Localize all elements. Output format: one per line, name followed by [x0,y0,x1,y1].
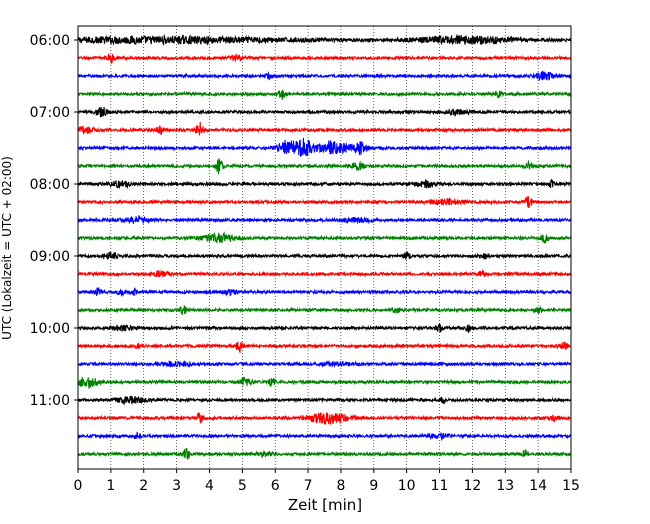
x-tick-label-6: 6 [271,478,280,494]
trace-1030 [77,359,572,369]
x-tick-label-8: 8 [336,478,345,494]
trace-0900 [77,250,572,261]
x-tick-label-12: 12 [463,478,481,494]
x-tick-label-10: 10 [398,478,416,494]
trace-0600 [77,33,572,47]
y-tick-label-08:00: 08:00 [30,177,70,193]
trace-0800 [77,179,572,190]
trace-0845 [77,231,572,245]
y-tick-label-09:00: 09:00 [30,249,70,265]
trace-0645 [77,89,572,101]
trace-1115 [77,411,572,425]
trace-1130 [77,431,572,442]
x-axis-label: Zeit [min] [288,496,362,514]
trace-1100 [77,394,572,406]
y-tick-label-10:00: 10:00 [30,321,70,337]
x-tick-label-9: 9 [369,478,378,494]
trace-0930 [77,286,572,298]
y-axis-label: UTC (Lokalzeit = UTC + 02:00) [0,156,14,340]
x-tick-label-0: 0 [74,478,83,494]
x-tick-label-7: 7 [304,478,313,494]
trace-0700 [77,107,572,118]
trace-0615 [77,53,572,65]
trace-0730 [77,137,572,157]
trace-1000 [77,323,572,334]
x-tick-label-5: 5 [238,478,247,494]
x-tick-label-11: 11 [431,478,449,494]
x-tick-label-1: 1 [106,478,115,494]
trace-0915 [77,269,572,278]
y-tick-label-07:00: 07:00 [30,105,70,121]
trace-1015 [77,341,572,354]
y-tick-label-11:00: 11:00 [30,393,70,409]
x-tick-label-14: 14 [529,478,547,494]
grid-lines [110,26,539,469]
trace-0630 [77,70,572,81]
trace-0715 [77,121,572,136]
y-axis: 06:00 07:00 08:00 09:00 10:00 11:00 [30,33,78,409]
x-tick-label-13: 13 [496,478,514,494]
trace-0945 [77,305,572,315]
y-tick-label-06:00: 06:00 [30,33,70,49]
plot-frame [77,25,572,470]
trace-0745 [77,158,572,175]
x-tick-label-4: 4 [205,478,214,494]
trace-0830 [77,214,572,225]
trace-1045 [77,376,572,389]
trace-0815 [77,196,572,209]
x-tick-label-2: 2 [139,478,148,494]
trace-1145 [77,448,572,460]
x-tick-label-3: 3 [172,478,181,494]
trace-group [77,33,572,460]
x-axis: 0 1 2 3 4 5 6 7 8 9 10 11 12 13 14 15 [74,469,580,494]
x-tick-label-15: 15 [562,478,580,494]
